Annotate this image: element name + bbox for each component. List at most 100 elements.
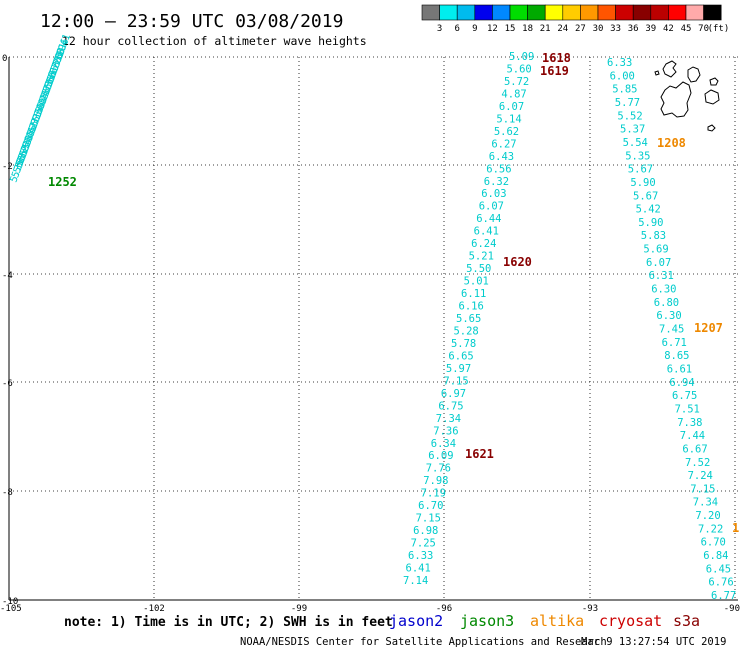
wave-height-label: 7.34 [693,497,718,509]
colorbar-tick-label: 9 [472,24,477,34]
wave-height-label: 6.77 [711,590,736,602]
wave-height-label: 6.11 [461,288,486,300]
axis-tick-labels: 0 -2 -4 -6 -8 -10-105 -102 -99 -96 -93 -90 [0,54,740,614]
wave-height-label: 6.09 [428,450,453,462]
wave-height-label: 6.56 [486,163,511,175]
coastline-island-isabela [660,81,692,118]
satellite-legend: jason2 jason3 altika cryosat s3a [389,612,700,630]
map-grid [8,56,738,601]
wave-height-label: 7.15 [416,513,441,525]
colorbar-swatch [544,4,564,21]
wave-height-label: 7.98 [423,475,448,487]
colorbar-tick-label: 6 [454,24,459,34]
longitude-tick-label: -96 [436,604,452,614]
wave-height-label: 5.90 [630,177,655,189]
wave-height-label: 7.15 [690,483,715,495]
wave-height-label: 6.44 [476,213,501,225]
pass-time-label: 1252 [48,175,77,189]
wave-height-label: 5.97 [446,363,471,375]
colorbar-swatch [668,4,687,21]
wave-height-label: 5.21 [469,251,494,263]
wave-height-label: 7.36 [433,425,458,437]
wave-height-label: 7.76 [426,463,451,475]
wave-height-label: 7.15 [443,375,468,387]
colorbar-swatch [492,4,511,21]
pass-time-label: 1208 [657,136,686,150]
wave-height-label: 6.27 [491,138,516,150]
wave-height-label: 6.67 [682,443,707,455]
wave-height-label: 7.44 [680,430,705,442]
wave-height-label: 6.70 [701,537,726,549]
latitude-tick-label: -10 [2,597,18,607]
latitude-tick-label: -8 [2,488,13,498]
pass-time-label: 1620 [503,255,532,269]
wave-height-label: 5.65 [456,313,481,325]
colorbar-tick-label: 33 [610,24,621,34]
latitude-tick-label: -2 [2,162,13,172]
wave-height-label: 6.07 [646,257,671,269]
longitude-tick-label: -102 [143,604,165,614]
latitude-tick-label: -4 [2,271,13,281]
wave-height-label: 5.78 [451,338,476,350]
pass-time-label: 1618 [542,51,571,65]
wave-height-label: 6.94 [669,377,694,389]
wave-height-label: 7.52 [685,457,710,469]
wave-height-label: 6.03 [481,188,506,200]
wave-height-label: 5.50 [466,263,491,275]
latitude-tick-label: -6 [2,379,13,389]
wave-height-label: 5.01 [464,276,489,288]
colorbar-swatch [632,4,652,21]
wave-height-label: 6.33 [607,57,632,69]
wave-height-label: 6.61 [667,363,692,375]
footer-credit: NOAA/NESDIS Center for Satellite Applica… [240,636,607,648]
wave-height-label: 5.67 [633,190,658,202]
wave-height-label: 7.25 [411,538,436,550]
wave-height-label: 6.65 [448,350,473,362]
wave-height-label: 7.19 [421,488,446,500]
wave-height-label: 7.45 [659,324,684,336]
wave-height-label: 7.51 [675,403,700,415]
colorbar-tick-label: 70 [698,24,709,34]
wave-height-label: 7.20 [695,510,720,522]
pass-time-label: 1619 [540,64,569,78]
colorbar-tick-label: 42 [663,24,674,34]
colorbar-swatch [421,4,440,21]
wave-height-label: 5.28 [453,325,478,337]
wave-height-label: 6.43 [489,151,514,163]
satellite-legend-cryosat: cryosat [599,612,662,630]
wave-height-label: 6.07 [499,101,524,113]
wave-height-label: 7.38 [677,417,702,429]
colorbar-swatch [650,4,669,21]
wave-height-label: 6.84 [703,550,728,562]
wave-height-colorbar: 3 6 9 12 15 18 21 24 27 30 33 36 39 42 45 70(ft) [421,4,729,34]
coastline [654,60,720,132]
colorbar-swatch [580,4,599,21]
wave-height-label: 6.16 [459,301,484,313]
wave-height-label: 5.14 [496,113,521,125]
wave-height-label: 6.75 [438,400,463,412]
wave-height-label: 6.70 [418,500,443,512]
wave-height-label: 5.37 [620,124,645,136]
wave-height-label: 5.09 [509,51,534,63]
colorbar-tick-label: 3 [437,24,442,34]
colorbar-swatch [439,4,458,21]
colorbar-swatch [456,4,476,21]
latitude-tick-label: 0 [2,54,7,64]
wave-height-label: 5.35 [625,150,650,162]
wave-height-label: 5.60 [506,63,531,75]
wave-height-label: 6.30 [651,284,676,296]
coastline-island-san-cristobal [709,77,719,86]
colorbar-tick-label: 15 [505,24,516,34]
wave-height-label: 5.85 [612,84,637,96]
wave-height-label: 5.72 [504,76,529,88]
coastline-island-east [687,66,701,83]
wave-height-label: 5.90 [638,217,663,229]
colorbar-tick-label: 18 [522,24,533,34]
satellite-legend-altika: altika [530,612,584,630]
wave-height-label: 6.00 [610,70,635,82]
wave-height-label: 6.76 [708,577,733,589]
coastline-island-dot [654,70,660,76]
colorbar-tick-label: 24 [557,24,568,34]
colorbar-swatch [615,4,634,21]
